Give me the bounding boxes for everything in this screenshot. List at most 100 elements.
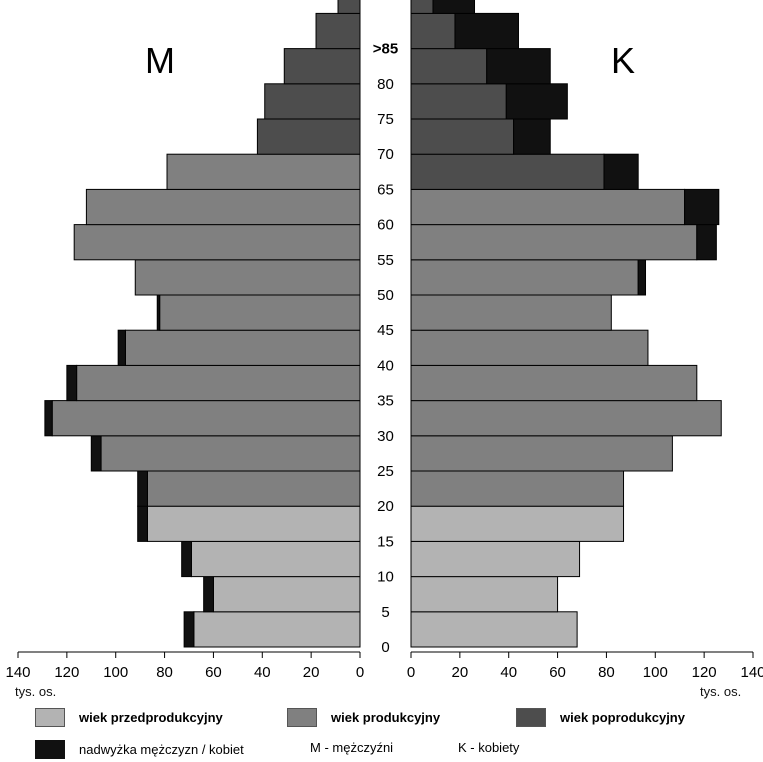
- female-side-label: K: [611, 40, 635, 82]
- x-tick-label-right-4: 80: [598, 664, 615, 681]
- male-bar-4: [147, 471, 360, 506]
- female-surplus-15: [506, 84, 567, 119]
- legend-k-note-text: K - kobiety: [458, 740, 519, 755]
- legend-label-surplus: nadwyżka mężczyzn / kobiet: [79, 742, 244, 757]
- female-surplus-13: [604, 154, 638, 189]
- x-tick-label-right-0: 0: [407, 664, 415, 681]
- x-tick-label-left-4: 80: [156, 664, 173, 681]
- legend-swatch-prod: [287, 708, 317, 727]
- legend-post: wiek poprodukcyjny: [516, 708, 685, 727]
- age-label-1: 5: [381, 604, 389, 621]
- male-surplus-4: [138, 471, 148, 506]
- female-surplus-12: [685, 189, 719, 224]
- age-label-12: 60: [377, 217, 394, 234]
- male-surplus-5: [91, 436, 101, 471]
- female-bar-7: [411, 365, 697, 400]
- female-bar-8: [411, 330, 648, 365]
- female-surplus-10: [638, 260, 645, 295]
- age-label-17: >85: [373, 41, 398, 58]
- female-bar-15: [411, 84, 506, 119]
- female-bar-9: [411, 295, 611, 330]
- age-label-11: 55: [377, 252, 394, 269]
- male-surplus-0: [184, 612, 194, 647]
- male-bar-7: [77, 365, 360, 400]
- male-surplus-2: [182, 541, 192, 576]
- male-bar-18: [338, 0, 360, 13]
- female-bar-17: [411, 13, 455, 48]
- female-surplus-18: [433, 0, 475, 13]
- female-bars: [411, 0, 721, 647]
- male-side-label: M: [145, 40, 175, 82]
- x-tick-label-left-2: 40: [254, 664, 271, 681]
- legend-m-note: M - mężczyźni: [310, 740, 393, 755]
- x-tick-label-right-2: 40: [500, 664, 517, 681]
- male-bar-3: [147, 506, 360, 541]
- age-label-13: 65: [377, 181, 394, 198]
- legend-surplus: nadwyżka mężczyzn / kobiet: [35, 740, 244, 759]
- x-axes: 0 0 20 20 40 40 60 60 80 80 100 100 120 120 140 140: [5, 652, 763, 681]
- age-label-2: 10: [377, 569, 394, 586]
- male-bar-11: [74, 225, 360, 260]
- legend-k-note: K - kobiety: [458, 740, 519, 755]
- male-surplus-7: [67, 365, 77, 400]
- female-bar-5: [411, 436, 672, 471]
- female-bar-14: [411, 119, 514, 154]
- legend-prod: wiek produkcyjny: [287, 708, 440, 727]
- legend-swatch-surplus: [35, 740, 65, 759]
- age-label-6: 30: [377, 428, 394, 445]
- female-surplus-14: [514, 119, 551, 154]
- female-surplus-11: [697, 225, 717, 260]
- age-label-4: 20: [377, 498, 394, 515]
- female-bar-16: [411, 49, 487, 84]
- age-label-8: 40: [377, 357, 394, 374]
- male-bar-1: [213, 577, 360, 612]
- age-label-10: 50: [377, 287, 394, 304]
- male-surplus-9: [157, 295, 159, 330]
- age-label-9: 45: [377, 322, 394, 339]
- male-bar-2: [191, 541, 360, 576]
- legend-label-post: wiek poprodukcyjny: [560, 710, 685, 725]
- male-bar-8: [125, 330, 360, 365]
- legend-m-note-text: M - mężczyźni: [310, 740, 393, 755]
- x-tick-label-left-0: 0: [356, 664, 364, 681]
- male-surplus-6: [45, 401, 52, 436]
- male-bar-9: [160, 295, 360, 330]
- x-unit-left: tys. os.: [15, 684, 56, 699]
- male-bar-10: [135, 260, 360, 295]
- age-label-14: 70: [377, 146, 394, 163]
- x-tick-label-left-7: 140: [5, 664, 30, 681]
- x-tick-label-left-5: 100: [103, 664, 128, 681]
- male-bar-17: [316, 13, 360, 48]
- x-tick-label-right-3: 60: [549, 664, 566, 681]
- male-bars: [45, 0, 360, 647]
- male-bar-15: [265, 84, 360, 119]
- male-bar-14: [257, 119, 360, 154]
- legend-swatch-pre: [35, 708, 65, 727]
- legend-label-pre: wiek przedprodukcyjny: [79, 710, 223, 725]
- female-bar-10: [411, 260, 638, 295]
- male-bar-5: [101, 436, 360, 471]
- male-bar-6: [52, 401, 360, 436]
- x-tick-label-right-7: 140: [740, 664, 763, 681]
- age-label-7: 35: [377, 393, 394, 410]
- x-tick-label-right-5: 100: [643, 664, 668, 681]
- male-bar-0: [194, 612, 360, 647]
- age-label-15: 75: [377, 111, 394, 128]
- female-bar-6: [411, 401, 721, 436]
- x-tick-label-left-1: 20: [303, 664, 320, 681]
- female-bar-12: [411, 189, 685, 224]
- female-bar-1: [411, 577, 558, 612]
- female-bar-18: [411, 0, 433, 13]
- male-surplus-1: [204, 577, 214, 612]
- x-tick-label-left-3: 60: [205, 664, 222, 681]
- age-label-3: 15: [377, 533, 394, 550]
- male-surplus-3: [138, 506, 148, 541]
- female-bar-4: [411, 471, 624, 506]
- x-unit-right: tys. os.: [700, 684, 741, 699]
- x-tick-label-right-6: 120: [692, 664, 717, 681]
- female-bar-13: [411, 154, 604, 189]
- male-bar-12: [86, 189, 360, 224]
- x-tick-label-left-6: 120: [54, 664, 79, 681]
